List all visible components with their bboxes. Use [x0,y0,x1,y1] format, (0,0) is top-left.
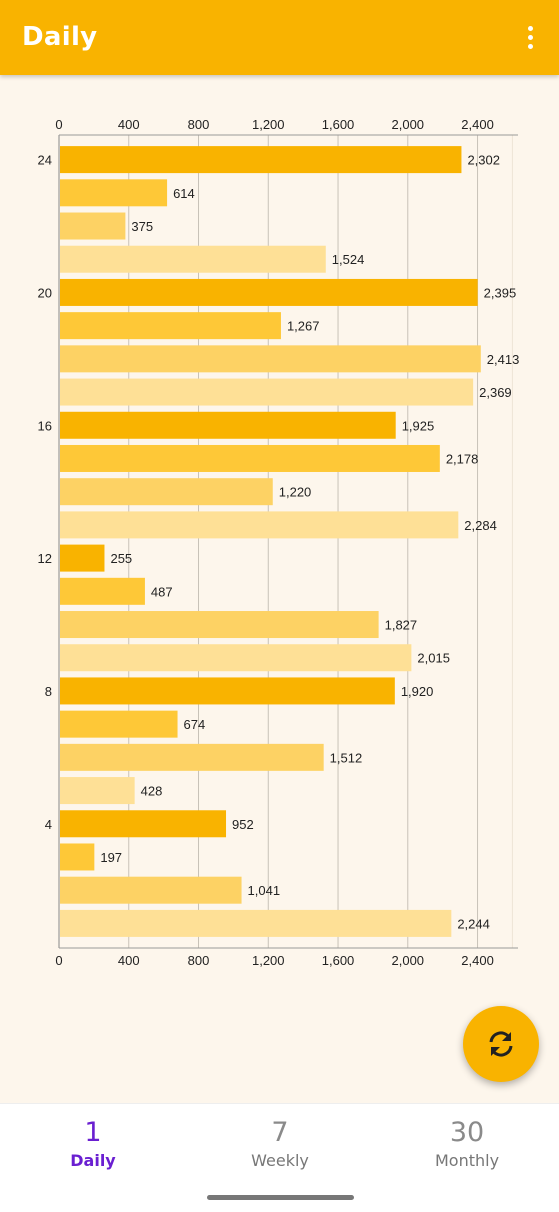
tab-weekly-label: Weekly [251,1151,309,1170]
bar-value-label: 487 [151,584,173,599]
bar [60,345,481,373]
bar-value-label: 1,512 [330,750,363,765]
bar-value-label: 2,015 [417,651,450,666]
bar [60,710,178,738]
bar-value-label: 2,244 [457,916,490,931]
refresh-button[interactable] [463,1006,539,1082]
x-tick-label-top: 2,400 [461,117,494,132]
x-tick-label-bottom: 1,600 [322,953,355,968]
bar-value-label: 2,284 [464,518,497,533]
x-tick-label-top: 400 [118,117,140,132]
bar-value-label: 2,369 [479,385,512,400]
bar-value-label: 674 [184,717,206,732]
x-tick-label-bottom: 0 [55,953,62,968]
bar-value-label: 2,395 [484,285,517,300]
y-tick-label: 4 [45,817,52,832]
bar-value-label: 2,413 [487,352,520,367]
bar [60,511,459,539]
bar-value-label: 2,178 [446,451,479,466]
bar-value-label: 1,267 [287,319,320,334]
tab-monthly[interactable]: 30 Monthly [374,1104,559,1184]
bar [60,876,242,904]
bar [60,544,105,572]
tab-daily[interactable]: 1 Daily [0,1104,186,1184]
bar [60,677,395,705]
page-title: Daily [22,22,98,52]
refresh-icon [489,1031,513,1057]
bar-chart: 0 0 400 400 800 800 1,200 1,200 1,600 1,600 2,000 2… [38,117,520,968]
tab-daily-label: Daily [70,1151,116,1170]
x-tick-label-bottom: 1,200 [252,953,285,968]
bar [60,212,126,240]
tab-weekly-number: 7 [271,1117,289,1148]
bar [60,179,168,207]
x-tick-label-top: 1,200 [252,117,285,132]
bar [60,909,452,937]
bar [60,611,379,639]
bar-value-label: 255 [110,551,132,566]
x-tick-label-bottom: 2,000 [392,953,425,968]
bar-value-label: 375 [131,219,153,234]
y-tick-label: 12 [38,551,52,566]
bar [60,411,396,439]
bar-value-label: 1,827 [385,618,418,633]
bar [60,478,273,506]
bar [60,777,135,805]
bar-value-label: 428 [141,784,163,799]
bar [60,743,324,771]
bar-value-label: 197 [100,850,122,865]
bar [60,278,478,306]
more-vert-icon[interactable] [519,24,543,52]
bar [60,146,462,174]
bar [60,444,440,472]
bar-value-label: 1,220 [279,485,312,500]
bar-value-label: 1,920 [401,684,434,699]
app-bar: Daily [0,0,559,75]
x-tick-label-bottom: 800 [188,953,210,968]
y-tick-label: 16 [38,418,52,433]
bar-value-label: 952 [232,817,254,832]
x-tick-label-bottom: 2,400 [461,953,494,968]
x-tick-label-top: 1,600 [322,117,355,132]
x-tick-label-top: 800 [188,117,210,132]
gesture-handle [207,1195,354,1200]
bar [60,644,412,672]
bar [60,843,95,871]
bar [60,312,281,340]
y-tick-label: 8 [45,684,52,699]
bar [60,577,145,605]
bar-value-label: 614 [173,186,195,201]
bar-value-label: 1,925 [402,418,435,433]
bar-value-label: 1,524 [332,252,365,267]
bar [60,378,474,406]
bar [60,245,326,273]
x-tick-label-top: 2,000 [392,117,425,132]
bar [60,810,227,838]
x-tick-label-top: 0 [55,117,62,132]
tab-monthly-label: Monthly [434,1151,500,1170]
tab-weekly[interactable]: 7 Weekly [187,1104,373,1184]
tab-monthly-number: 30 [449,1117,485,1148]
bar-value-label: 1,041 [248,883,281,898]
tab-daily-number: 1 [84,1117,102,1148]
bar-value-label: 2,302 [467,153,500,168]
x-tick-label-bottom: 400 [118,953,140,968]
y-tick-label: 24 [38,153,52,168]
y-tick-label: 20 [38,285,52,300]
bottom-navigation: 1 Daily 7 Weekly 30 Monthly [0,1103,559,1212]
